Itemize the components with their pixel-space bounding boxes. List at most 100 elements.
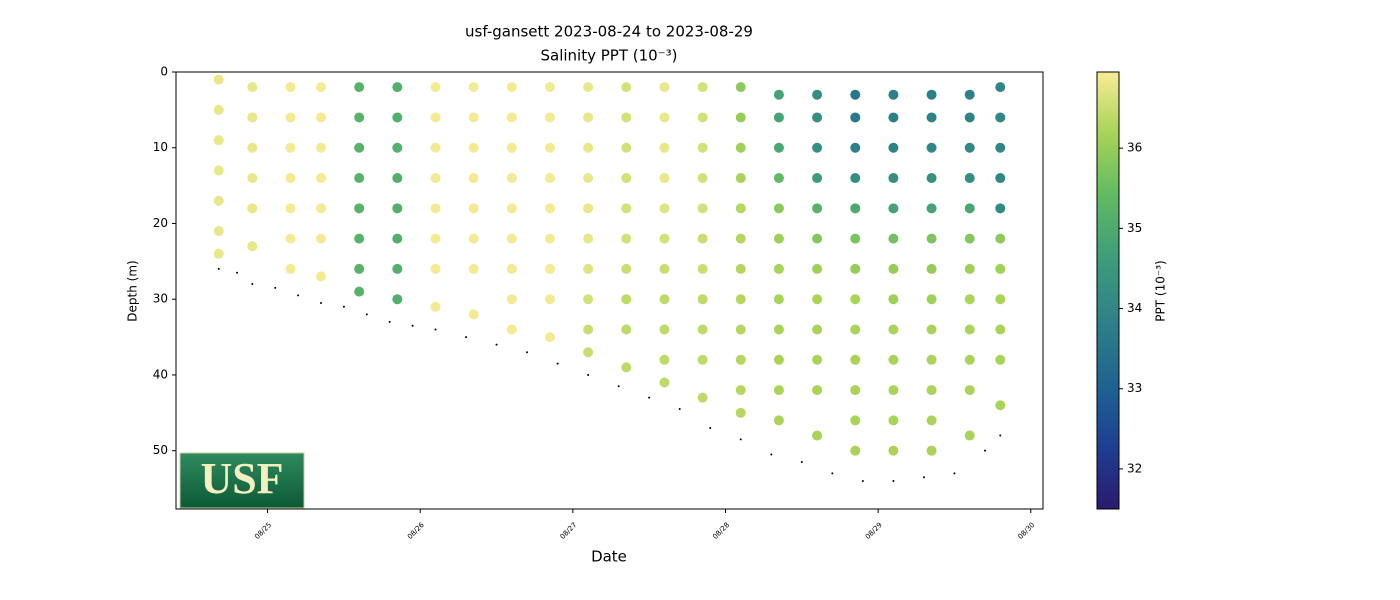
salinity-point: [659, 294, 670, 305]
salinity-point: [888, 445, 899, 456]
salinity-point: [506, 82, 517, 93]
bottom-point: [983, 449, 986, 452]
salinity-point: [964, 173, 975, 184]
salinity-point: [285, 173, 296, 184]
salinity-point: [285, 233, 296, 244]
salinity-point: [926, 89, 937, 100]
salinity-point: [697, 392, 708, 403]
salinity-point: [735, 173, 746, 184]
salinity-point: [430, 203, 441, 214]
x-tick-label: 08/28: [711, 521, 731, 541]
salinity-point: [247, 82, 258, 93]
salinity-point: [888, 415, 899, 426]
x-tick-label: 08/30: [1017, 521, 1037, 541]
salinity-point: [430, 112, 441, 123]
salinity-point: [773, 89, 784, 100]
bottom-point: [236, 271, 239, 274]
y-tick-label: 30: [153, 292, 168, 306]
salinity-point: [544, 233, 555, 244]
salinity-point: [247, 203, 258, 214]
salinity-point: [926, 233, 937, 244]
salinity-point: [773, 415, 784, 426]
salinity-point: [995, 263, 1006, 274]
salinity-point: [506, 324, 517, 335]
salinity-point: [773, 203, 784, 214]
salinity-point: [392, 294, 403, 305]
salinity-point: [659, 324, 670, 335]
salinity-point: [888, 294, 899, 305]
salinity-point: [812, 430, 823, 441]
salinity-point: [697, 263, 708, 274]
bottom-point: [495, 343, 498, 346]
salinity-point: [468, 112, 479, 123]
salinity-point: [316, 203, 327, 214]
salinity-point: [888, 142, 899, 153]
colorbar-tick-label: 33: [1127, 381, 1142, 395]
salinity-point: [850, 445, 861, 456]
salinity-point: [888, 203, 899, 214]
salinity-point: [506, 112, 517, 123]
salinity-point: [850, 354, 861, 365]
salinity-point: [735, 385, 746, 396]
y-tick-label: 50: [153, 443, 168, 457]
bottom-point: [678, 408, 681, 411]
salinity-point: [964, 354, 975, 365]
salinity-point: [964, 385, 975, 396]
salinity-point: [850, 112, 861, 123]
salinity-point: [213, 74, 224, 85]
salinity-point: [354, 112, 365, 123]
salinity-point: [850, 142, 861, 153]
salinity-point: [506, 233, 517, 244]
salinity-point: [316, 142, 327, 153]
salinity-point: [659, 82, 670, 93]
salinity-point: [888, 263, 899, 274]
salinity-point: [468, 82, 479, 93]
salinity-point: [773, 263, 784, 274]
x-tick-label: 08/25: [253, 521, 273, 541]
plot-frame: [175, 71, 1044, 510]
bottom-point: [388, 320, 391, 323]
salinity-point: [697, 82, 708, 93]
salinity-point: [621, 82, 632, 93]
salinity-point: [659, 233, 670, 244]
salinity-point: [285, 203, 296, 214]
salinity-point: [773, 142, 784, 153]
salinity-point: [964, 112, 975, 123]
chart-subtitle: Salinity PPT (10⁻³): [541, 47, 678, 65]
salinity-point: [735, 354, 746, 365]
salinity-point: [285, 142, 296, 153]
salinity-point: [354, 173, 365, 184]
salinity-point: [735, 233, 746, 244]
salinity-point: [247, 241, 258, 252]
salinity-point: [735, 203, 746, 214]
salinity-point: [995, 400, 1006, 411]
salinity-point: [995, 173, 1006, 184]
salinity-point: [659, 377, 670, 388]
salinity-point: [773, 324, 784, 335]
salinity-point: [735, 294, 746, 305]
salinity-point: [285, 112, 296, 123]
salinity-point: [583, 233, 594, 244]
logo-box: [179, 452, 305, 509]
salinity-point: [316, 82, 327, 93]
salinity-point: [888, 354, 899, 365]
salinity-point: [621, 173, 632, 184]
salinity-point: [316, 112, 327, 123]
bottom-point: [892, 479, 895, 482]
x-tick-label: 08/27: [559, 521, 579, 541]
bottom-point: [411, 324, 414, 327]
y-tick-label: 40: [153, 367, 168, 381]
salinity-point: [735, 82, 746, 93]
salinity-point: [285, 82, 296, 93]
salinity-point: [354, 203, 365, 214]
bottom-point: [297, 294, 300, 297]
salinity-point: [964, 263, 975, 274]
salinity-point: [430, 301, 441, 312]
bottom-point: [648, 396, 651, 399]
salinity-point: [964, 294, 975, 305]
salinity-point: [621, 112, 632, 123]
plot-area: [213, 74, 1006, 482]
salinity-point: [995, 142, 1006, 153]
salinity-point: [812, 324, 823, 335]
salinity-point: [468, 142, 479, 153]
